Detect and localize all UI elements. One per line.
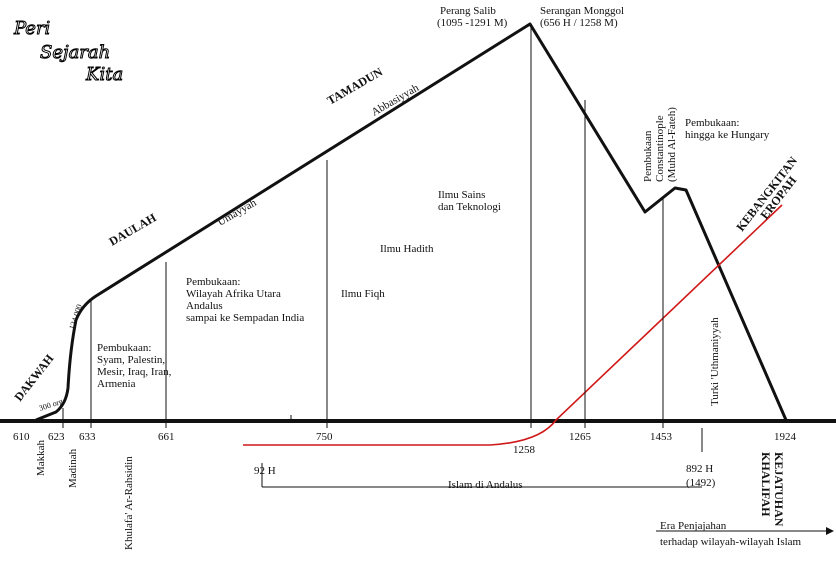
year-1924: 1924 [774,431,797,443]
penjajahan-line-1: Era Penjajahan [660,520,727,532]
islamic-civilisation-curve [35,22,788,422]
ilmu-fiqh: Ilmu Fiqh [341,288,385,300]
pembukaan-b-line-4: sampai ke Sempadan India [186,312,304,324]
place-makkah: Makkah [35,439,47,476]
title-line-1: Peri [13,18,50,39]
ilmu-hadith: Ilmu Hadith [380,243,434,255]
label-umayyah: Umayyah [216,197,259,229]
pembukaan-d-line-1: Pembukaan: [685,117,739,129]
year-1258: 1258 [513,444,536,456]
phase-dakwah: DAKWAH [11,351,57,404]
year-633: 633 [79,431,96,443]
andalus-start: 92 H [254,465,276,477]
place-khulafa: Khulafa' Ar-Rahsidin [123,456,135,550]
year-661: 661 [158,431,175,443]
phase-daulah: DAULAH [107,210,160,248]
andalus-end-1: 892 H [686,463,713,475]
pembukaan-a-line-3: Mesir, Iraq, Iran, [97,366,172,378]
place-madinah: Madinah [67,448,79,488]
turki-uthmaniyyah: Turki 'Uthmaniyyah [709,317,721,406]
perang-salib-years: (1095 -1291 M) [437,17,508,29]
serangan-monggol-title: Serangan Monggol [540,5,624,17]
year-623: 623 [48,431,65,443]
pembukaan-a-line-2: Syam, Palestin, [97,354,165,366]
andalus-end-2: (1492) [686,477,716,489]
pembukaan-d-line-2: hingga ke Hungary [685,129,770,141]
perang-salib-title: Perang Salib [440,5,496,17]
europe-rise-curve [243,204,783,446]
year-1265: 1265 [569,431,592,443]
pembukaan-a-line-1: Pembukaan: [97,342,151,354]
ilmu-sains-line-2: dan Teknologi [438,201,501,213]
kejatuhan-line-2: KHALIFAH [759,452,773,517]
year-750: 750 [316,431,333,443]
pembukaan-c-line-3: (Muhd Al-Fateh) [666,107,678,182]
phase-tamadun: TAMADUN [325,64,386,107]
serangan-monggol-years: (656 H / 1258 M) [540,17,618,29]
title-line-2: Sejarah [40,42,110,63]
year-610: 610 [13,431,30,443]
label-abbasiyyah: Abbasiyyah [370,82,422,119]
ilmu-sains-line-1: Ilmu Sains [438,189,485,201]
title-line-3: Kita [85,64,123,85]
pembukaan-c-line-2: Constantinople [654,115,666,182]
marker-300-org: 300 org [38,397,64,413]
year-1453: 1453 [650,431,673,443]
penjajahan-line-2: terhadap wilayah-wilayah Islam [660,536,802,548]
marker-124000: 124 000 [67,303,84,331]
kejatuhan-line-1: KEJATUHAN [772,452,786,527]
pembukaan-b-line-3: Andalus [186,300,223,312]
andalus-label: Islam di Andalus [448,479,523,491]
pembukaan-a-line-4: Armenia [97,378,136,390]
pembukaan-c-line-1: Pembukaan [642,130,654,182]
penjajahan-arrow-head [826,527,834,535]
pembukaan-b-line-2: Wilayah Afrika Utara [186,288,281,300]
pembukaan-b-line-1: Pembukaan: [186,276,240,288]
